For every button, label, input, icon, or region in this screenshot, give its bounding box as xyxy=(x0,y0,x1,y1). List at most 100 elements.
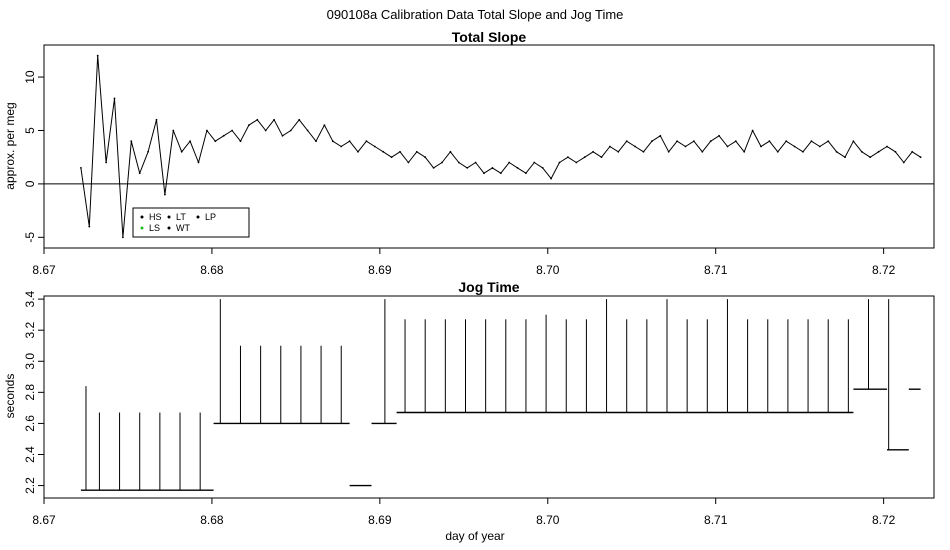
total-slope-point xyxy=(583,156,586,159)
x-tick-label: 8.69 xyxy=(368,513,392,527)
total-slope-point xyxy=(298,118,301,121)
total-slope-point xyxy=(709,140,712,143)
total-slope-point xyxy=(365,140,368,143)
total-slope-point xyxy=(693,140,695,143)
total-slope-point xyxy=(189,140,192,143)
total-slope-point xyxy=(331,140,334,143)
total-slope-plot-frame xyxy=(43,44,935,249)
total-slope-point xyxy=(768,140,771,143)
total-slope-point xyxy=(508,161,511,164)
total-slope-point xyxy=(667,150,670,153)
jog-time-ylabel: seconds xyxy=(3,374,17,419)
total-slope-point xyxy=(449,150,452,153)
y-tick-label: 0 xyxy=(23,180,37,187)
total-slope-point xyxy=(642,150,645,153)
jog-time-axes: 8.67 8.68 8.69 8.70 8.71 8.72 2.2 2.4 2.6 2.8 3.0 3… xyxy=(23,290,896,527)
legend-label-lt: LT xyxy=(176,212,186,222)
x-tick-label: 8.70 xyxy=(536,513,560,527)
legend-marker-lt xyxy=(167,215,171,219)
jog-time-title: Jog Time xyxy=(458,279,519,295)
total-slope-point xyxy=(424,156,427,159)
total-slope-point xyxy=(390,156,393,159)
legend-label-wt: WT xyxy=(176,223,190,233)
total-slope-point xyxy=(558,161,561,164)
total-slope-point xyxy=(197,161,200,164)
total-slope-point xyxy=(567,156,569,159)
total-slope-panel: Total Slope approx. per meg 8.67 8.68 8.69… xyxy=(3,29,935,277)
jog-time-data-layer xyxy=(80,299,921,491)
total-slope-point xyxy=(684,145,687,148)
y-tick-label: 2.6 xyxy=(23,415,37,432)
total-slope-point xyxy=(844,156,846,159)
total-slope-point xyxy=(373,145,376,148)
total-slope-ylabel: approx. per meg xyxy=(3,102,17,189)
total-slope-point xyxy=(886,145,888,148)
total-slope-point xyxy=(239,140,242,143)
total-slope-point xyxy=(785,140,788,143)
jog-time-xlabel: day of year xyxy=(445,529,504,543)
total-slope-point xyxy=(802,150,804,153)
legend-label-ls: LS xyxy=(149,223,160,233)
total-slope-point xyxy=(491,167,494,169)
total-slope-point xyxy=(609,145,611,148)
total-slope-point xyxy=(264,129,267,132)
total-slope-point xyxy=(214,140,217,143)
total-slope-point xyxy=(231,129,234,132)
total-slope-point xyxy=(877,150,880,153)
x-tick-label: 8.72 xyxy=(872,263,896,277)
total-slope-point xyxy=(382,150,385,153)
total-slope-axes: 8.67 8.68 8.69 8.70 8.71 8.72 -5 0 5 10 xyxy=(23,70,896,277)
y-tick-label: -5 xyxy=(23,232,37,243)
total-slope-point xyxy=(474,161,477,164)
total-slope-point xyxy=(810,140,813,143)
total-slope-point xyxy=(919,156,922,159)
x-tick-label: 8.71 xyxy=(704,513,728,527)
total-slope-point xyxy=(306,129,309,132)
total-slope-point xyxy=(113,97,116,100)
total-slope-point xyxy=(340,145,343,148)
total-slope-point xyxy=(222,134,225,137)
legend-marker-ls xyxy=(140,226,144,230)
total-slope-point xyxy=(835,150,838,153)
total-slope-point xyxy=(323,124,326,126)
total-slope-point xyxy=(860,150,863,153)
total-slope-point xyxy=(281,134,284,137)
x-tick-label: 8.72 xyxy=(872,513,896,527)
total-slope-point xyxy=(206,129,208,132)
jog-time-plot-frame xyxy=(43,295,935,499)
total-slope-point xyxy=(441,161,443,164)
total-slope-point xyxy=(348,140,351,143)
total-slope-point xyxy=(718,134,720,137)
legend-label-lp: LP xyxy=(205,212,216,222)
total-slope-point xyxy=(399,150,401,153)
total-slope-point xyxy=(902,161,905,164)
total-slope-point xyxy=(659,134,662,137)
total-slope-point xyxy=(273,118,275,121)
total-slope-point xyxy=(315,140,317,143)
x-tick-label: 8.67 xyxy=(32,263,56,277)
total-slope-point xyxy=(457,161,460,164)
y-tick-label: 3.0 xyxy=(23,353,37,370)
total-slope-point xyxy=(743,150,746,153)
legend-box xyxy=(132,207,250,238)
total-slope-point xyxy=(818,145,821,148)
total-slope-point xyxy=(793,145,796,148)
total-slope-point xyxy=(130,140,133,143)
y-tick-label: 2.4 xyxy=(23,446,37,463)
x-tick-label: 8.69 xyxy=(368,263,392,277)
total-slope-point xyxy=(407,161,410,164)
jog-time-panel: Jog Time seconds day of year 8.67 8.68 8.6… xyxy=(3,279,935,543)
total-slope-point xyxy=(289,129,292,132)
figure-title: 090108a Calibration Data Total Slope and… xyxy=(327,7,624,22)
total-slope-point xyxy=(911,150,914,153)
total-slope-point xyxy=(147,150,150,153)
x-tick-label: 8.67 xyxy=(32,513,56,527)
total-slope-point xyxy=(499,172,502,175)
total-slope-point xyxy=(701,150,704,153)
total-slope-point xyxy=(357,150,359,153)
legend: HS LT LP LS WT xyxy=(132,207,250,238)
y-tick-label: 5 xyxy=(23,127,37,134)
total-slope-point xyxy=(105,161,107,164)
total-slope-point xyxy=(432,167,435,169)
